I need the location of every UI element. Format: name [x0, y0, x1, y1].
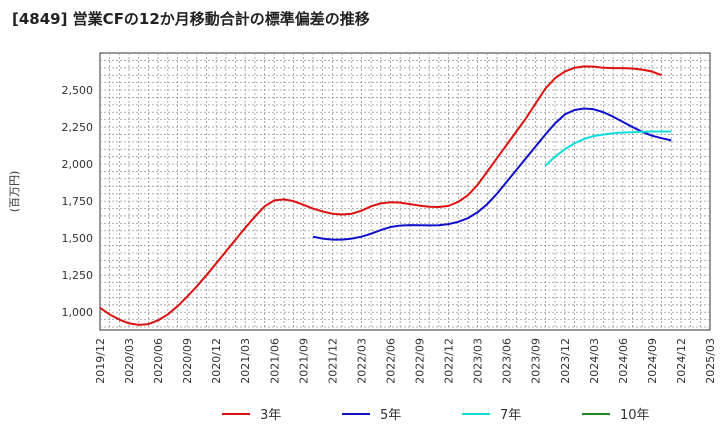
- legend-label: 7年: [500, 408, 521, 423]
- y-tick-label: 2,250: [62, 121, 94, 134]
- series-line-3: [544, 130, 672, 167]
- x-tick-label: 2020/06: [152, 338, 165, 384]
- y-tick-label: 2,500: [62, 84, 94, 97]
- x-tick-label: 2022/09: [414, 338, 427, 384]
- x-tick-label: 2023/12: [559, 338, 572, 384]
- x-tick-label: 2019/12: [94, 338, 107, 384]
- x-tick-label: 2025/03: [704, 338, 717, 384]
- x-tick-label: 2020/12: [210, 338, 223, 384]
- x-axis-ticks: 2019/12 2020/03 2020/06 2020/09 2020/12 2021/…: [94, 338, 717, 384]
- x-tick-label: 2021/03: [239, 338, 252, 384]
- y-tick-label: 1,750: [62, 195, 94, 208]
- y-tick-label: 1,000: [62, 306, 94, 319]
- plot-area: [99, 52, 711, 331]
- legend: 3年 5年 7年 10年: [222, 408, 650, 423]
- y-tick-label: 1,500: [62, 232, 94, 245]
- x-tick-label: 2024/03: [588, 338, 601, 384]
- legend-label: 10年: [620, 408, 650, 423]
- x-tick-label: 2023/09: [530, 338, 543, 384]
- legend-label: 5年: [380, 408, 401, 423]
- x-tick-label: 2020/03: [123, 338, 136, 384]
- series-line-2: [312, 107, 672, 241]
- y-axis-ticks: 1,000 1,250 1,500 1,750 2,000 2,250 2,500: [62, 84, 94, 319]
- x-tick-label: 2021/09: [297, 338, 310, 384]
- series-line-1: [99, 65, 662, 326]
- y-tick-label: 1,250: [62, 269, 94, 282]
- x-tick-label: 2021/12: [326, 338, 339, 384]
- x-tick-label: 2022/06: [384, 338, 397, 384]
- y-tick-label: 2,000: [62, 158, 94, 171]
- grid-lines: [100, 53, 710, 330]
- y-axis-label: (百万円): [8, 171, 21, 213]
- legend-label: 3年: [260, 408, 281, 423]
- x-tick-label: 2022/03: [355, 338, 368, 384]
- x-tick-label: 2020/09: [181, 338, 194, 384]
- x-tick-label: 2022/12: [443, 338, 456, 384]
- plot-frame: [99, 52, 711, 331]
- x-tick-label: 2023/03: [472, 338, 485, 384]
- x-tick-label: 2024/06: [617, 338, 630, 384]
- x-tick-label: 2024/12: [675, 338, 688, 384]
- x-tick-label: 2021/06: [268, 338, 281, 384]
- x-tick-label: 2023/06: [501, 338, 514, 384]
- chart-title: [4849] 営業CFの12か月移動合計の標準偏差の推移: [12, 10, 370, 28]
- x-tick-label: 2024/09: [646, 338, 659, 384]
- series-layer: [99, 65, 672, 326]
